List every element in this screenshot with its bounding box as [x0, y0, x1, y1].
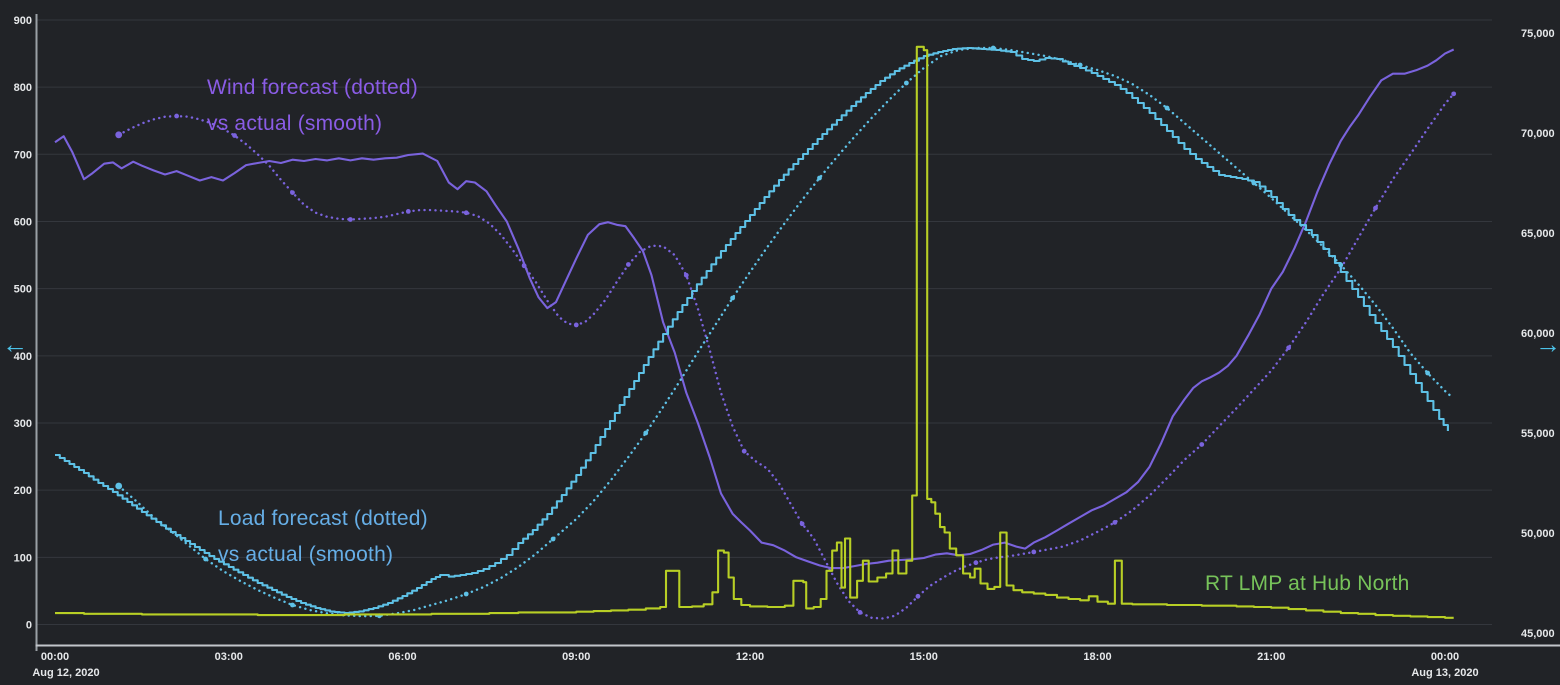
- lmp-legend-annotation: RT LMP at Hub North: [1205, 566, 1410, 602]
- series-marker-wind-forecast: [1031, 549, 1037, 555]
- series-marker-load-forecast: [1251, 180, 1257, 186]
- x-axis-tick-label: 03:00: [215, 651, 243, 663]
- series-marker-load-forecast: [203, 556, 208, 562]
- wind-legend-line1: Wind forecast (dotted): [207, 76, 418, 99]
- series-marker-load-forecast: [1077, 62, 1083, 68]
- lmp-legend-text: RT LMP at Hub North: [1205, 572, 1410, 595]
- y-axis-label-right: 75,000: [1521, 28, 1555, 40]
- series-marker-wind-forecast: [1112, 520, 1118, 525]
- series-marker-wind-forecast: [799, 521, 805, 527]
- series-marker-load-forecast: [1425, 370, 1431, 376]
- y-axis-label-right: 50,000: [1521, 528, 1555, 540]
- series-marker-load-forecast: [1338, 262, 1344, 268]
- x-axis-tick-label: 09:00: [562, 651, 590, 663]
- y-axis-label-right: 70,000: [1521, 128, 1555, 140]
- series-marker-load-forecast: [463, 591, 469, 597]
- x-axis-tick-label: 21:00: [1257, 651, 1285, 663]
- series-path-load-forecast: [117, 46, 1452, 618]
- series-marker-load-forecast: [730, 295, 736, 301]
- y-axis-label-left: 800: [14, 82, 32, 94]
- series-marker-load-forecast: [817, 175, 822, 181]
- y-axis-label-left: 700: [14, 149, 32, 161]
- series-marker-load-forecast: [290, 602, 295, 608]
- series-marker-load-forecast: [903, 80, 909, 86]
- load-legend-annotation: Load forecast (dotted) vs actual (smooth…: [218, 501, 428, 573]
- series-marker-load-forecast: [1164, 105, 1170, 111]
- series-marker-wind-forecast: [405, 209, 411, 214]
- y-axis-label-right: 45,000: [1521, 628, 1555, 640]
- series-marker-wind-forecast: [115, 131, 123, 139]
- y-axis-label-left: 400: [14, 351, 32, 363]
- y-axis-label-left: 300: [14, 418, 32, 430]
- x-axis-tick-label: 00:00: [1431, 651, 1459, 663]
- wind-legend-line2: vs actual (smooth): [207, 112, 383, 135]
- load-legend-line1: Load forecast (dotted): [218, 507, 428, 530]
- load-legend-line2: vs actual (smooth): [218, 543, 394, 566]
- pan-right-arrow-icon[interactable]: →: [1535, 329, 1560, 359]
- series-marker-wind-forecast: [1451, 91, 1457, 97]
- series-marker-load-forecast: [550, 536, 556, 542]
- y-axis-label-right: 65,000: [1521, 228, 1555, 240]
- series-marker-load-forecast: [115, 482, 123, 490]
- series-marker-wind-forecast: [232, 133, 237, 138]
- y-axis-label-right: 60,000: [1521, 328, 1555, 340]
- x-axis-tick-label: 00:00: [41, 651, 69, 663]
- series-path-rt-lmp-hub-north: [55, 45, 1454, 619]
- series-marker-wind-forecast: [683, 272, 689, 278]
- series-path-wind-forecast: [117, 92, 1455, 620]
- x-axis-tick-label: 15:00: [910, 651, 938, 663]
- series-marker-wind-forecast: [973, 560, 979, 566]
- series-marker-wind-forecast: [857, 610, 863, 615]
- series-marker-load-forecast: [990, 45, 996, 51]
- y-axis-label-left: 600: [14, 216, 32, 228]
- series-marker-wind-forecast: [915, 593, 921, 599]
- x-axis-date-end: Aug 13, 2020: [1411, 667, 1478, 679]
- series-marker-wind-forecast: [573, 322, 579, 328]
- y-axis-label-right: 55,000: [1521, 428, 1555, 440]
- series-marker-wind-forecast: [1286, 345, 1292, 351]
- y-axis-label-left: 100: [14, 552, 32, 564]
- series-marker-wind-forecast: [347, 217, 353, 222]
- y-axis-label-left: 500: [14, 284, 32, 296]
- series-marker-wind-forecast: [625, 262, 631, 267]
- series-path-wind-actual: [54, 48, 1455, 570]
- y-axis-label-left: 900: [14, 15, 32, 27]
- pan-left-arrow-icon[interactable]: ←: [2, 329, 28, 359]
- x-axis-date-start: Aug 12, 2020: [32, 667, 99, 679]
- series-marker-wind-forecast: [463, 210, 469, 216]
- series-marker-load-forecast: [643, 430, 649, 436]
- series-marker-wind-forecast: [1373, 205, 1378, 211]
- series-marker-wind-forecast: [174, 113, 180, 119]
- series-path-load-actual: [55, 46, 1449, 615]
- series-marker-wind-forecast: [290, 190, 295, 195]
- y-axis-label-left: 200: [14, 485, 32, 497]
- y-axis-label-left: 0: [26, 620, 32, 632]
- wind-legend-annotation: Wind forecast (dotted) vs actual (smooth…: [207, 70, 418, 142]
- x-axis-tick-label: 18:00: [1083, 651, 1111, 663]
- series-marker-wind-forecast: [521, 263, 527, 269]
- series-marker-wind-forecast: [1199, 442, 1205, 447]
- x-axis-tick-label: 06:00: [388, 651, 416, 663]
- series-marker-wind-forecast: [741, 448, 747, 454]
- x-axis-tick-label: 12:00: [736, 651, 764, 663]
